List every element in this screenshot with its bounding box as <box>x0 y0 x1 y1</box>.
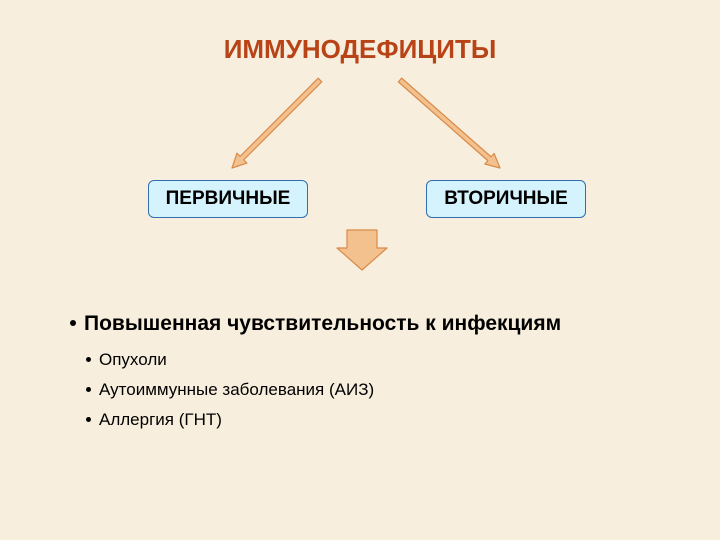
bullet-sub-text: Аллергия (ГНТ) <box>99 410 222 429</box>
bullet-dot-icon <box>86 387 91 392</box>
arrow-down-block <box>0 0 720 540</box>
bullet-sub-text: Опухоли <box>99 350 167 369</box>
bullet-main-text: Повышенная чувствительность к инфекциям <box>84 312 561 335</box>
bullet-sub: Аутоиммунные заболевания (АИЗ) <box>86 380 374 400</box>
bullet-sub: Аллергия (ГНТ) <box>86 410 222 430</box>
bullet-sub-text: Аутоиммунные заболевания (АИЗ) <box>99 380 374 399</box>
bullet-dot-icon <box>86 417 91 422</box>
bullet-dot-icon <box>70 320 76 326</box>
bullet-main: Повышенная чувствительность к инфекциям <box>70 312 561 336</box>
bullet-sub: Опухоли <box>86 350 167 370</box>
bullet-dot-icon <box>86 357 91 362</box>
